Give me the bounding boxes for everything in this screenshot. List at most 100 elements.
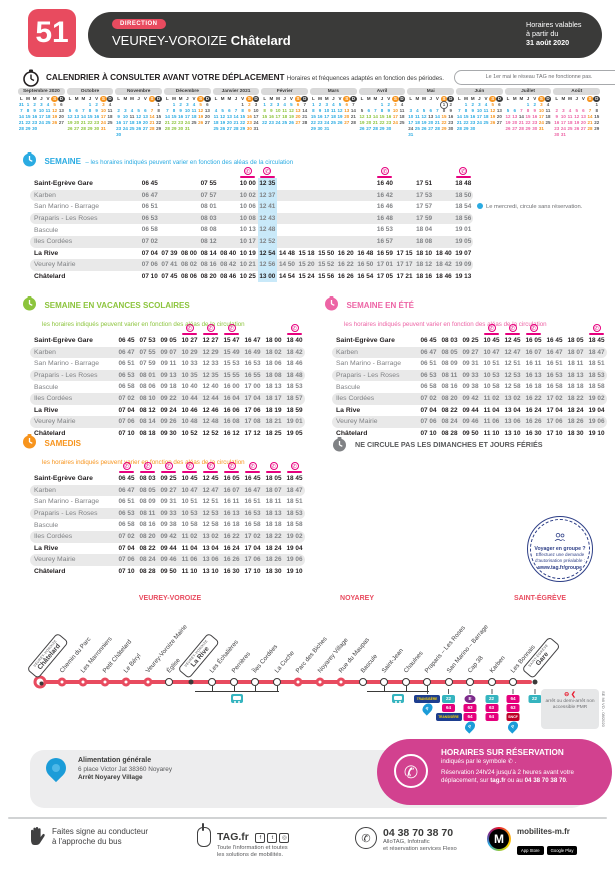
timetable-row: La Rive 07 04 08 12 09 24 10 46 12 46 16 06 17 …: [30, 405, 305, 417]
tagfr-link[interactable]: tag.fr: [490, 776, 506, 784]
calendar-day: 2: [533, 102, 536, 107]
calendar-day: 25: [282, 120, 288, 125]
time-cell: 18 21: [265, 418, 282, 426]
line-badge-SNCF: SNCF: [506, 713, 520, 721]
calendar-day: 3: [124, 108, 127, 113]
calendar-day: 11: [107, 108, 113, 113]
calendar-day: 5: [575, 108, 578, 113]
time-cell: 06 51: [141, 203, 158, 211]
calendar-day: 27: [204, 120, 210, 125]
time-cell: 07 04: [420, 406, 437, 414]
calendar-day: 26: [198, 120, 204, 125]
google-play-badge[interactable]: Google Play: [546, 846, 578, 855]
time-cell: 18 06: [265, 360, 282, 368]
calendar-day: 14: [372, 114, 378, 119]
time-cell: 06 51: [118, 498, 135, 506]
day-header: J: [283, 96, 286, 101]
calendar-day: 20: [295, 114, 301, 119]
time-cell: 18 17: [265, 394, 282, 402]
samedis-subtitle: les horaires indiqués peuvent varier en …: [42, 459, 245, 466]
time-cell: 07 04: [118, 544, 135, 552]
day-header: D: [155, 96, 163, 102]
time-cell: [297, 213, 317, 225]
calendar-day: 5: [491, 102, 494, 107]
time-cell: [316, 224, 336, 236]
phone-sub2: et réservation services Flexo: [383, 846, 457, 852]
calendar-day: 13: [428, 114, 434, 119]
time-cell: 12 43: [257, 212, 278, 225]
stop-name: Saint-Egrève Gare: [336, 337, 395, 345]
app-store-badge[interactable]: App Store: [517, 846, 544, 855]
day-header: S: [586, 96, 594, 102]
allotag-number[interactable]: 04 38 70 38 70: [383, 827, 454, 839]
phone-circle-icon: ✆: [355, 827, 377, 849]
social-icons[interactable]: f t ◎: [253, 827, 290, 844]
time-cell: 16 47: [546, 348, 563, 356]
time-cell: 08 24: [139, 556, 156, 564]
calendar-month: Mars L M M J V S D 1 2 3 4 5 6 7 8 9 10 11 12 13 14 15 16 17 18 19…: [310, 88, 357, 140]
stop-name: Châtelard: [34, 568, 66, 576]
calendar-days: 1 2 3 4 5 6 7 8 9 10 11 12 13 14 15 16 17 18 19 20 21 22 23 24 2…: [261, 102, 308, 126]
day-header: J: [332, 96, 335, 101]
calendar-day: 3: [540, 102, 543, 107]
social-icon[interactable]: t: [267, 833, 278, 843]
day-header: M: [512, 96, 517, 101]
group-badge-url[interactable]: www.tag.fr/groupe: [538, 565, 582, 571]
stop-name: Saint-Egrève Gare: [34, 180, 93, 188]
bracket-tick: [405, 686, 407, 691]
time-cell: 07 02: [118, 394, 135, 402]
time-cell: [316, 201, 336, 213]
time-cell: 18 42: [435, 261, 452, 269]
time-cell: 10 47: [483, 348, 500, 356]
time-cell: 06 47: [420, 348, 437, 356]
calendar-day: 30: [32, 126, 38, 131]
time-cell: 09 11: [160, 360, 177, 368]
time-cell: 19 04: [286, 544, 303, 552]
calendar-day: 17: [538, 114, 544, 119]
tagfr-site-link[interactable]: TAG.fr: [217, 831, 249, 843]
time-cell: [356, 178, 376, 190]
calendar-day: 29: [171, 126, 177, 131]
calendar-day: 27: [366, 126, 372, 131]
calendar-day: 21: [80, 120, 86, 125]
calendar-day: 24: [392, 120, 398, 125]
stop-open-marker: [272, 678, 281, 686]
calendar-day: 26: [490, 120, 496, 125]
social-icon[interactable]: ◎: [279, 833, 290, 843]
time-cell: 18 53: [286, 509, 303, 517]
time-cell: 15 53: [223, 360, 240, 368]
stop-open-marker: [444, 678, 453, 686]
icon-cell: ✆: [263, 462, 284, 473]
calendar-day: 23: [554, 126, 560, 131]
calendar-day: 8: [241, 108, 244, 113]
time-cell: 16 07: [223, 486, 240, 494]
calendar-day: 30: [246, 126, 252, 131]
time-cell: 08 28: [441, 429, 458, 437]
reservation-phone-icon: ✆: [185, 324, 194, 332]
reservation-phone-number[interactable]: 04 38 70 38 70: [524, 776, 566, 784]
time-cell: 17 02: [244, 532, 261, 540]
page-title: VEUREY-VOROIZE Châtelard: [112, 33, 291, 48]
time-cell: 10 25: [239, 272, 256, 280]
time-cell: 19 05: [286, 429, 303, 437]
calendar-day: 19: [198, 114, 204, 119]
calendar-day: 15: [310, 114, 316, 119]
timetable-row: Iles Cordées 07 02 08 12 10 17 12 52 16 57 18 …: [30, 235, 474, 248]
mobilites-link[interactable]: mobilites-m.fr: [517, 827, 570, 836]
time-cell: [297, 224, 317, 236]
reservation-phone-icon: ✆: [206, 324, 215, 332]
time-cell: [395, 213, 415, 225]
group-badge-title: Voyager en groupe ?: [534, 546, 586, 552]
time-cell: 16 40: [376, 180, 393, 187]
document-reference: SE MI VO - 08/2020: [601, 691, 606, 727]
calendar-day: 10: [324, 108, 330, 113]
stop-open-marker: [487, 678, 496, 686]
calendar-day: 3: [186, 102, 189, 107]
stop-name: La Rive: [34, 406, 59, 414]
time-cell: 12 47: [202, 486, 219, 494]
calendar-day: 15: [87, 114, 93, 119]
time-cell: 14 54: [278, 272, 295, 280]
stop-open-marker: [229, 678, 238, 686]
social-icon[interactable]: f: [255, 833, 266, 843]
calendar-day: 29: [463, 126, 469, 131]
